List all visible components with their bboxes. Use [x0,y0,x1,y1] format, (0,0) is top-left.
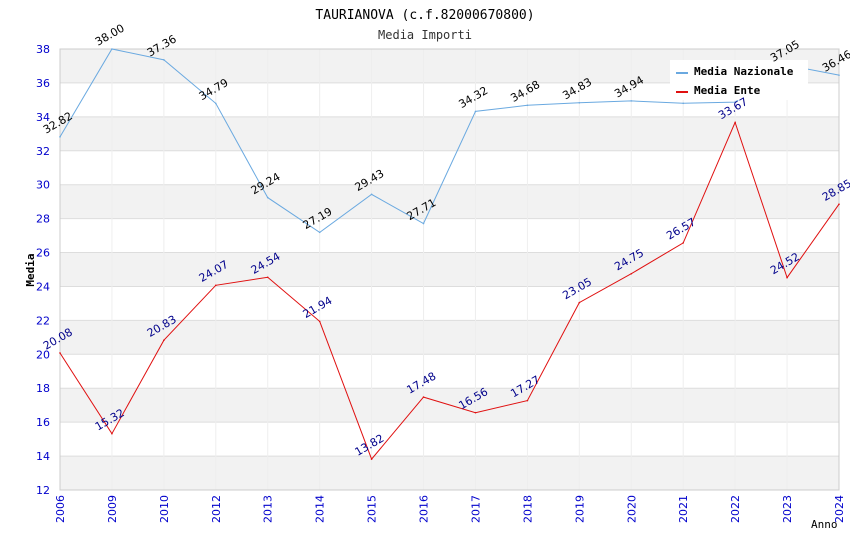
data-point [266,196,269,199]
data-point [111,48,113,50]
x-tick-label: 2012 [210,495,223,523]
data-point [266,276,269,279]
plot-frame [59,48,840,491]
grid-bands [60,49,839,490]
data-point [786,276,788,279]
x-axis-label: Anno [811,518,838,531]
data-point [838,74,840,76]
y-tick-label: 20 [36,348,50,361]
x-tick-label: 2015 [366,495,379,523]
data-point [578,301,581,304]
data-point [370,193,373,196]
grid-band [60,320,839,355]
grid-band [60,184,839,219]
x-tick-label: 2024 [833,495,846,523]
data-point [215,102,217,105]
y-tick-label: 28 [36,213,50,226]
data-point [838,203,840,205]
x-tick-label: 2019 [573,495,586,523]
data-point [682,242,684,244]
chart-title: TAURIANOVA (c.f.82000670800) [315,8,534,23]
data-point [422,396,425,398]
data-point [370,458,373,460]
data-point [163,59,165,61]
x-tick-label: 2013 [262,495,275,523]
x-axis-ticks: 2006 2009 2010 2012 2013 2014 2015 2016 2017 2018… [54,495,846,523]
grid-band [60,456,839,490]
x-tick-label: 2023 [781,495,794,523]
x-tick-label: 2022 [729,495,742,523]
data-point [59,136,61,138]
series-line-media-ente [59,121,840,461]
data-label: 34.32 [456,84,490,111]
data-point [734,121,736,124]
data-point [474,110,477,113]
data-point [526,399,529,402]
data-point [59,352,61,354]
data-label: 38.00 [93,22,127,49]
legend: Media Nazionale Media Ente [670,60,808,100]
y-tick-label: 14 [36,450,50,463]
data-point [682,102,684,105]
data-point [163,339,165,342]
y-tick-label: 36 [36,77,50,90]
legend-label-media-ente: Media Ente [694,84,761,97]
data-point [526,104,529,107]
y-tick-label: 24 [36,280,50,293]
x-tick-label: 2014 [314,495,327,523]
x-tick-label: 2009 [106,495,119,523]
legend-box [670,60,808,100]
x-tick-label: 2010 [158,495,171,523]
y-tick-label: 26 [36,247,50,260]
legend-label-media-nazionale: Media Nazionale [694,65,794,78]
y-tick-label: 38 [36,43,50,56]
data-point [474,411,477,414]
series-line-media-nazionale [59,48,840,234]
data-label: 26.57 [664,215,698,242]
data-point [318,231,321,234]
data-point [630,272,633,275]
data-point [111,432,113,435]
x-tick-label: 2021 [677,495,690,523]
data-point [318,320,321,323]
data-point [578,101,581,104]
x-tick-label: 2006 [54,495,67,523]
data-label: 21.94 [301,294,335,321]
x-tick-label: 2020 [625,495,638,523]
data-point [215,284,217,287]
x-tick-label: 2018 [521,495,534,523]
data-point [422,222,425,225]
x-tick-label: 2016 [418,495,431,523]
grid-band [60,116,839,151]
x-tick-label: 2017 [469,495,482,523]
y-tick-label: 16 [36,416,50,429]
y-tick-label: 22 [36,314,50,327]
y-tick-label: 18 [36,382,50,395]
y-tick-label: 32 [36,145,50,158]
y-tick-label: 30 [36,179,50,192]
data-point [630,100,633,102]
y-tick-label: 34 [36,111,50,124]
y-axis-label: Media [24,253,37,286]
y-axis-ticks: 12 14 16 18 20 22 24 26 28 30 32 34 36 38 [36,43,50,497]
grid-band [60,252,839,287]
series-lines [59,48,840,461]
y-tick-label: 12 [36,484,50,497]
chart-subtitle: Media Importi [378,28,472,42]
data-point [734,101,736,103]
